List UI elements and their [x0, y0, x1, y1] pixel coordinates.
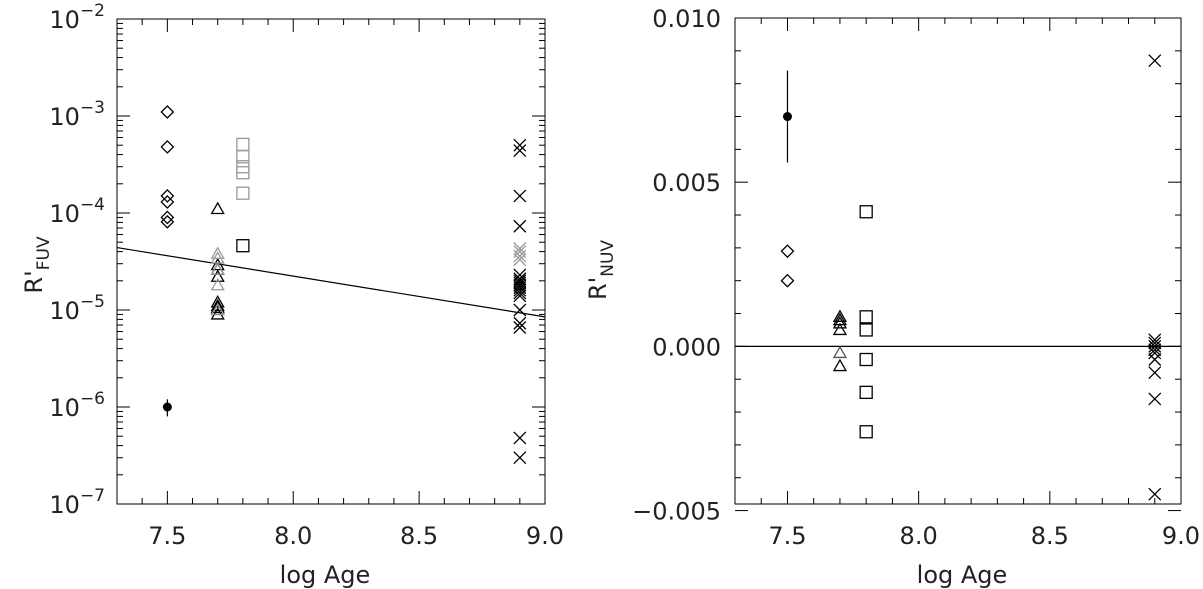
svg-text:R'NUV: R'NUV — [584, 240, 618, 300]
triangle-marker — [210, 262, 225, 275]
left-y-tick-label: 10−5 — [49, 292, 105, 325]
cross-marker — [513, 316, 527, 330]
diamond-marker — [160, 210, 175, 225]
cross-marker — [513, 189, 527, 203]
cross-marker — [1148, 353, 1162, 366]
right-y-axis-label-main: R' — [584, 277, 612, 300]
cross-marker — [513, 274, 527, 288]
right-panel-nuv: R'NUV log Age 7.5 8.0 8.5 9.0 −0.005 0.000 0.0… — [584, 5, 1200, 589]
triangle-marker — [210, 307, 225, 320]
triangle-marker — [210, 246, 225, 259]
square-marker — [236, 150, 250, 164]
cross-marker — [513, 451, 527, 465]
cross-marker — [513, 431, 527, 445]
filled-dot-marker — [162, 402, 172, 412]
cross-marker — [513, 289, 527, 303]
cross-marker — [1148, 487, 1162, 501]
filled-dot-marker — [782, 112, 792, 122]
left-y-axis-label-main: R' — [20, 270, 48, 293]
diamond-marker — [780, 244, 795, 259]
right-x-axis-label: log Age — [917, 561, 1008, 589]
triangle-marker — [832, 358, 848, 372]
square-marker — [859, 352, 873, 367]
left-y-axis-label: R'FUV — [20, 236, 54, 294]
left-plot-frame — [116, 18, 546, 505]
right-x-tick-label: 8.5 — [1031, 522, 1069, 550]
left-y-tick-label: 10−3 — [49, 98, 105, 131]
cross-marker — [513, 321, 527, 334]
diamond-marker — [160, 214, 175, 229]
cross-marker — [513, 286, 527, 300]
left-x-tick-label: 8.0 — [274, 522, 312, 550]
triangle-marker — [210, 201, 225, 215]
left-y-tick-label: 10−4 — [49, 195, 105, 228]
square-marker — [859, 310, 873, 324]
cross-marker — [513, 283, 527, 297]
triangle-marker — [210, 300, 225, 314]
triangle-marker — [210, 295, 225, 308]
left-fit-line — [116, 246, 546, 318]
triangle-marker — [210, 298, 225, 312]
left-y-axis-label-sub: FUV — [34, 236, 54, 270]
diamond-marker — [160, 105, 175, 119]
triangle-marker — [832, 345, 848, 359]
cross-marker — [1148, 333, 1162, 347]
right-plot-frame — [734, 17, 1182, 505]
cross-marker — [513, 303, 527, 317]
cross-marker — [513, 249, 527, 263]
right-y-tick-label: 0.000 — [652, 333, 721, 361]
svg-text:R'FUV: R'FUV — [20, 236, 54, 294]
left-x-axis-label: log Age — [280, 561, 371, 589]
square-marker — [859, 205, 873, 219]
cross-marker — [1148, 336, 1162, 350]
cross-marker — [1148, 54, 1162, 68]
square-marker — [236, 239, 250, 253]
right-y-axis-label-sub: NUV — [598, 240, 618, 277]
right-y-tick-label: 0.005 — [652, 169, 721, 197]
left-x-tick-label: 8.5 — [400, 522, 438, 550]
square-marker — [236, 137, 250, 152]
left-y-tick-label: 10−2 — [49, 1, 105, 34]
diamond-marker — [160, 188, 175, 203]
diamond-marker — [160, 140, 175, 154]
right-y-axis-label: R'NUV — [584, 240, 618, 300]
left-panel-fuv: R'FUV log Age 7.5 8.0 8.5 9.0 10−7 10−6 10−5 10… — [20, 1, 564, 589]
cross-marker — [1148, 339, 1162, 353]
right-x-tick-label: 7.5 — [768, 522, 806, 550]
cross-marker — [513, 219, 527, 233]
triangle-marker — [210, 277, 225, 291]
left-y-tick-label: 10−6 — [49, 389, 105, 422]
left-x-tick-label: 9.0 — [526, 522, 564, 550]
cross-marker — [513, 253, 527, 267]
diamond-marker — [780, 273, 795, 288]
right-x-tick-label: 8.0 — [900, 522, 938, 550]
square-marker — [236, 166, 250, 180]
triangle-marker — [832, 316, 848, 329]
triangle-marker — [832, 309, 848, 322]
right-x-tick-label: 9.0 — [1162, 522, 1200, 550]
left-x-tick-label: 7.5 — [148, 522, 186, 550]
right-y-tick-label: 0.010 — [652, 5, 721, 33]
cross-marker — [1148, 346, 1162, 360]
triangle-marker — [832, 322, 848, 336]
triangle-marker — [210, 302, 225, 316]
cross-marker — [1148, 366, 1162, 380]
cross-marker — [1148, 392, 1162, 406]
triangle-marker — [210, 269, 225, 282]
square-marker — [859, 425, 873, 439]
square-marker — [859, 385, 873, 400]
square-marker — [859, 323, 873, 337]
right-y-tick-label: −0.005 — [632, 498, 721, 526]
cross-marker — [1148, 343, 1162, 357]
square-marker — [236, 186, 250, 200]
cross-marker — [513, 138, 527, 152]
left-y-tick-label: 10−7 — [49, 486, 105, 519]
cross-marker — [513, 144, 527, 158]
diamond-marker — [160, 195, 175, 209]
